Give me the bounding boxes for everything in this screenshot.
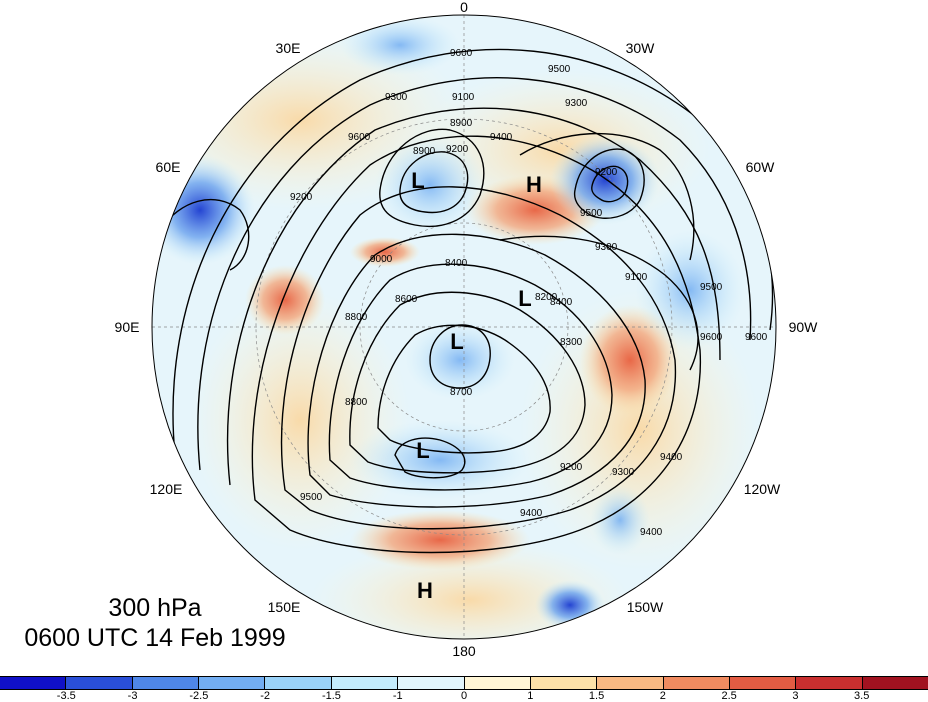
svg-text:8800: 8800	[345, 397, 368, 408]
svg-text:90E: 90E	[115, 319, 140, 335]
geopotential-contours	[159, 48, 774, 554]
svg-text:9400: 9400	[640, 527, 663, 538]
svg-text:8700: 8700	[450, 387, 473, 398]
svg-text:9600: 9600	[348, 132, 371, 143]
svg-text:9100: 9100	[452, 92, 475, 103]
svg-text:9100: 9100	[625, 272, 648, 283]
longitude-labels: 0 30W 60W 90W 120W 150W 180 150E 120E 90…	[115, 0, 819, 659]
high-center-label: H	[526, 172, 542, 197]
colorbar-segment	[0, 677, 67, 689]
map-boundary	[151, 14, 777, 640]
svg-text:9500: 9500	[300, 492, 323, 503]
svg-text:9600: 9600	[745, 332, 768, 343]
colorbar-segment	[530, 677, 598, 689]
svg-text:150W: 150W	[627, 599, 664, 615]
colorbar-tick-label: 1	[527, 690, 534, 702]
svg-text:8900: 8900	[413, 146, 436, 157]
svg-text:9000: 9000	[370, 254, 393, 265]
low-center-label: L	[416, 438, 429, 463]
colorbar-segment	[862, 677, 928, 689]
graticule	[152, 15, 776, 639]
svg-text:8400: 8400	[445, 258, 468, 269]
colorbar-tick-label: 0	[460, 690, 468, 702]
colorbar	[0, 676, 928, 690]
colorbar-segment	[464, 677, 531, 689]
svg-text:9500: 9500	[548, 64, 571, 75]
svg-text:9300: 9300	[612, 467, 635, 478]
svg-text:8800: 8800	[345, 312, 368, 323]
pressure-center-labels: L H L L L H	[411, 168, 542, 603]
svg-text:60E: 60E	[156, 159, 181, 175]
colorbar-tick-label: -2.5	[189, 690, 209, 702]
svg-text:0: 0	[460, 0, 468, 15]
svg-text:180: 180	[452, 643, 476, 659]
colorbar-labels: -3.5 -3 -2.5 -2 -1.5 -1 0 1 1.5 2 2.5 3 3.5	[0, 690, 928, 702]
svg-text:120E: 120E	[150, 481, 183, 497]
svg-text:120W: 120W	[744, 481, 781, 497]
low-center-label: L	[450, 329, 463, 354]
anomaly-shading	[152, 15, 776, 639]
svg-text:8300: 8300	[560, 337, 583, 348]
colorbar-tick-label: 2.5	[721, 690, 737, 702]
colorbar-segment	[398, 677, 465, 689]
svg-text:60W: 60W	[746, 159, 776, 175]
svg-text:9400: 9400	[490, 132, 513, 143]
colorbar-segment	[729, 677, 797, 689]
colorbar-tick-label: 2	[659, 690, 666, 702]
colorbar-tick-label: -1	[392, 690, 403, 702]
svg-text:8900: 8900	[450, 118, 473, 129]
svg-text:9200: 9200	[560, 462, 583, 473]
colorbar-segment	[597, 677, 664, 689]
colorbar-segment	[199, 677, 266, 689]
colorbar-tick-label: -1.5	[321, 690, 341, 702]
colorbar-segment	[66, 677, 133, 689]
svg-text:9200: 9200	[290, 192, 313, 203]
valid-time-title: 0600 UTC 14 Feb 1999	[24, 624, 286, 652]
svg-text:9300: 9300	[595, 242, 618, 253]
svg-text:8600: 8600	[395, 294, 418, 305]
colorbar-tick-label: -3	[127, 690, 138, 702]
svg-text:9300: 9300	[565, 98, 588, 109]
pressure-level-title: 300 hPa	[108, 594, 202, 622]
svg-text:9300: 9300	[385, 92, 408, 103]
colorbar-segment	[331, 677, 399, 689]
svg-text:8200: 8200	[535, 292, 558, 303]
svg-text:9600: 9600	[700, 332, 723, 343]
svg-text:9400: 9400	[660, 452, 683, 463]
svg-text:9400: 9400	[520, 508, 543, 519]
svg-text:9500: 9500	[700, 282, 723, 293]
polar-map: 9600 9500 9300 9100 8900 9200 9400 9300 …	[115, 0, 819, 659]
colorbar-tick-label: -3.5	[56, 690, 76, 702]
svg-text:9600: 9600	[450, 48, 473, 59]
svg-text:30E: 30E	[276, 40, 301, 56]
svg-text:90W: 90W	[789, 319, 819, 335]
colorbar-segment	[796, 677, 863, 689]
colorbar-tick-label: 1.5	[588, 690, 605, 702]
colorbar-tick-label: -2	[260, 690, 271, 702]
low-center-label: L	[411, 168, 424, 193]
colorbar-tick-label: 3.5	[854, 690, 870, 702]
colorbar-segment	[132, 677, 200, 689]
contour-labels: 9600 9500 9300 9100 8900 9200 9400 9300 …	[290, 48, 768, 538]
low-center-label: L	[518, 286, 531, 311]
high-center-label: H	[417, 578, 433, 603]
svg-text:150E: 150E	[268, 599, 301, 615]
svg-text:30W: 30W	[626, 40, 656, 56]
colorbar-segment	[265, 677, 332, 689]
svg-text:9500: 9500	[580, 208, 603, 219]
svg-text:9200: 9200	[595, 167, 618, 178]
colorbar-tick-label: 3	[792, 690, 799, 702]
svg-text:9200: 9200	[446, 144, 469, 155]
colorbar-segment	[663, 677, 730, 689]
svg-text:8400: 8400	[550, 297, 573, 308]
